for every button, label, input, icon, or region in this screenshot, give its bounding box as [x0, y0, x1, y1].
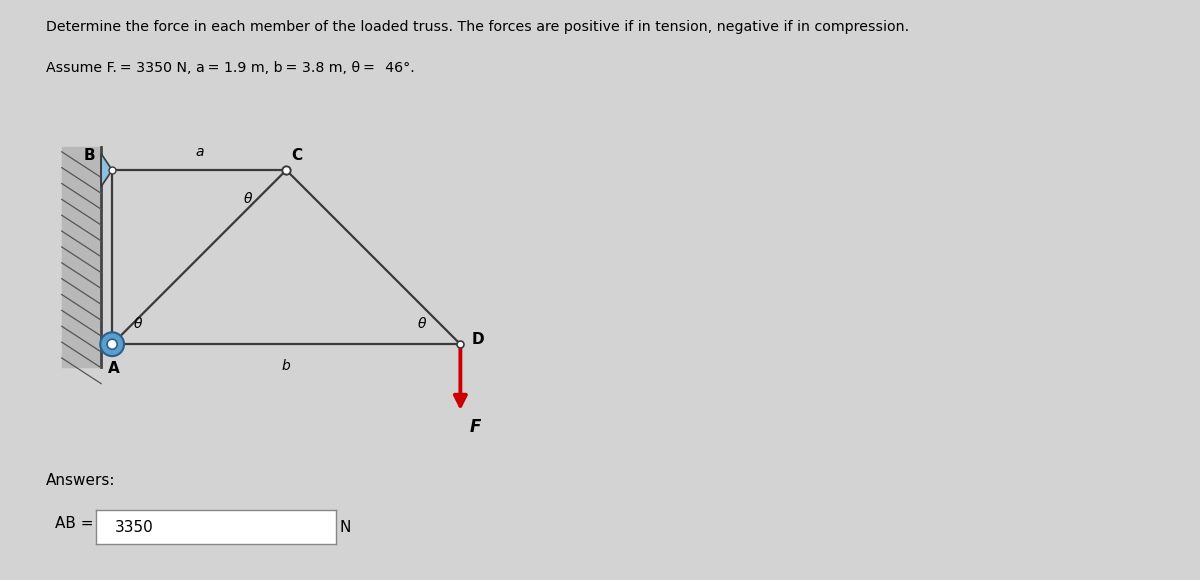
- Circle shape: [101, 332, 124, 356]
- Text: θ: θ: [133, 317, 142, 331]
- Text: B: B: [84, 148, 96, 163]
- Text: θ: θ: [418, 317, 426, 331]
- Text: 3350: 3350: [115, 520, 154, 535]
- Polygon shape: [101, 154, 112, 187]
- Text: Determine the force in each member of the loaded truss. The forces are positive : Determine the force in each member of th…: [46, 20, 908, 34]
- Text: Answers:: Answers:: [46, 473, 115, 488]
- Text: F: F: [469, 418, 481, 436]
- Circle shape: [107, 339, 118, 349]
- Text: b: b: [282, 359, 290, 373]
- Polygon shape: [61, 147, 101, 367]
- Text: C: C: [290, 148, 302, 163]
- Text: A: A: [108, 361, 119, 376]
- Text: AB =: AB =: [55, 516, 94, 531]
- Text: N: N: [340, 520, 350, 535]
- Text: a: a: [194, 145, 204, 159]
- Text: D: D: [472, 332, 484, 347]
- Text: θ: θ: [244, 193, 252, 206]
- Text: Assume F. = 3350 N, a = 1.9 m, b = 3.8 m, θ =   46°.: Assume F. = 3350 N, a = 1.9 m, b = 3.8 m…: [46, 61, 414, 75]
